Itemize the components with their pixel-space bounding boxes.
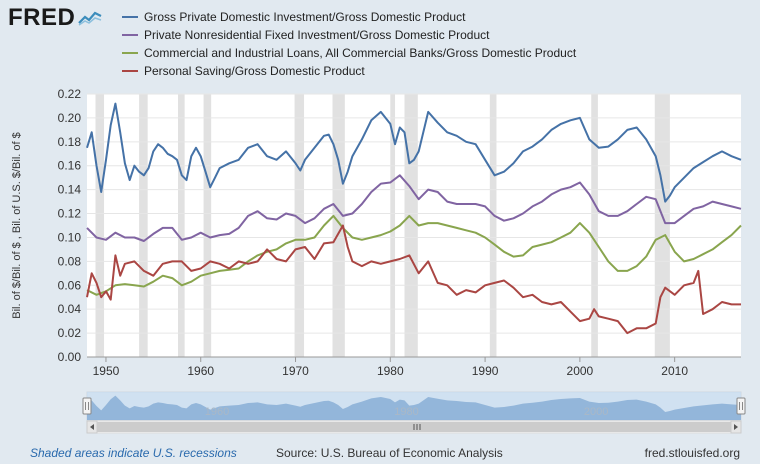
- recession-band: [95, 94, 105, 357]
- legend-item[interactable]: Commercial and Industrial Loans, All Com…: [122, 44, 576, 62]
- y-tick-label: 0.22: [58, 87, 82, 101]
- recession-note: Shaded areas indicate U.S. recessions: [30, 446, 237, 460]
- x-tick-label: 2000: [567, 364, 594, 378]
- fred-logo-text: FRED: [8, 4, 76, 31]
- recession-band: [139, 94, 148, 357]
- legend-swatch: [122, 70, 138, 72]
- chart-area: 0.00 0.02 0.04 0.06 0.08 0.10 0.12 0.14 0.16 0.18…: [11, 87, 746, 434]
- recession-band: [654, 94, 670, 357]
- y-tick-label: 0.00: [58, 350, 82, 364]
- recession-band: [177, 94, 185, 357]
- recession-band: [489, 94, 497, 357]
- y-tick-label: 0.20: [58, 111, 82, 125]
- navigator-label: 1980: [394, 406, 418, 418]
- recession-band: [294, 94, 305, 357]
- x-tick-label: 1990: [472, 364, 499, 378]
- legend-item[interactable]: Private Nonresidential Fixed Investment/…: [122, 26, 576, 44]
- recession-band: [591, 94, 598, 357]
- legend-swatch: [122, 34, 138, 36]
- navigator-handle[interactable]: [82, 397, 92, 415]
- x-tick-label: 1950: [93, 364, 120, 378]
- navigator-area: [87, 395, 741, 420]
- recession-band: [332, 94, 345, 357]
- y-tick-label: 0.18: [58, 135, 82, 149]
- y-tick-label: 0.10: [58, 230, 82, 244]
- source-note: Source: U.S. Bureau of Economic Analysis: [276, 446, 503, 460]
- chart-legend: Gross Private Domestic Investment/Gross …: [122, 8, 576, 80]
- legend-swatch: [122, 16, 138, 18]
- x-tick-label: 1960: [187, 364, 214, 378]
- legend-label: Private Nonresidential Fixed Investment/…: [144, 28, 490, 42]
- legend-label: Gross Private Domestic Investment/Gross …: [144, 10, 466, 24]
- recession-band: [390, 94, 396, 357]
- series-line: [86, 102, 742, 203]
- series-line: [86, 214, 742, 296]
- legend-label: Commercial and Industrial Loans, All Com…: [144, 46, 577, 60]
- y-tick-label: 0.04: [58, 302, 82, 316]
- fred-chart-logo-icon: [77, 9, 104, 27]
- legend-swatch: [122, 52, 138, 54]
- chevron-left-icon: [90, 424, 94, 430]
- y-tick-label: 0.16: [58, 159, 82, 173]
- navigator-handle[interactable]: [736, 397, 746, 415]
- legend-item[interactable]: Gross Private Domestic Investment/Gross …: [122, 8, 576, 26]
- navigator-label: 1960: [205, 406, 229, 418]
- fred-logo[interactable]: FRED: [8, 4, 104, 32]
- x-tick-label: 1970: [282, 364, 309, 378]
- navigator-label: 2000: [584, 406, 608, 418]
- recession-band: [404, 94, 418, 357]
- x-tick-label: 1980: [377, 364, 404, 378]
- legend-item[interactable]: Personal Saving/Gross Domestic Product: [122, 62, 576, 80]
- y-tick-label: 0.06: [58, 278, 82, 292]
- y-tick-label: 0.12: [58, 207, 82, 221]
- y-tick-label: 0.08: [58, 254, 82, 268]
- series-line: [86, 224, 741, 335]
- y-tick-label: 0.02: [58, 326, 82, 340]
- x-tick-label: 2010: [661, 364, 688, 378]
- y-tick-label: 0.14: [58, 183, 82, 197]
- y-axis-label: Bil. of $/Bil. of $ , Bil. of U.S. $/Bil…: [11, 132, 23, 318]
- site-url[interactable]: fred.stlouisfed.org: [644, 446, 740, 460]
- series-line: [86, 174, 742, 242]
- chevron-right-icon: [734, 424, 738, 430]
- recession-band: [203, 94, 212, 357]
- legend-label: Personal Saving/Gross Domestic Product: [144, 64, 365, 78]
